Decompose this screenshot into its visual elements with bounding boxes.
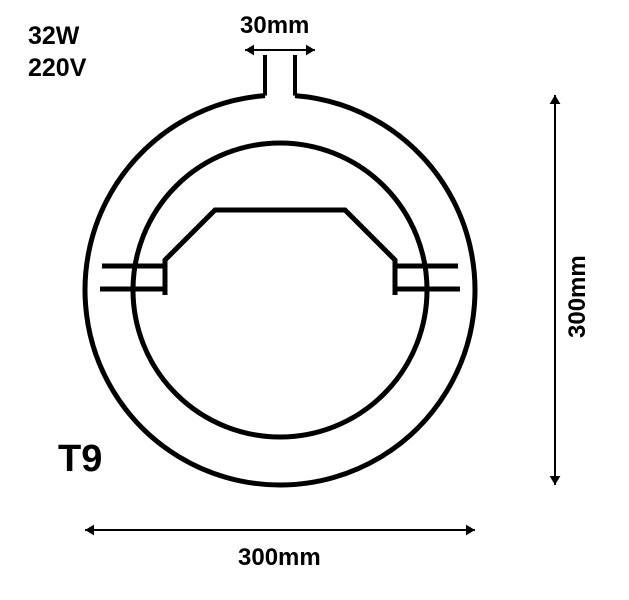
t9-diagram [0, 0, 629, 600]
